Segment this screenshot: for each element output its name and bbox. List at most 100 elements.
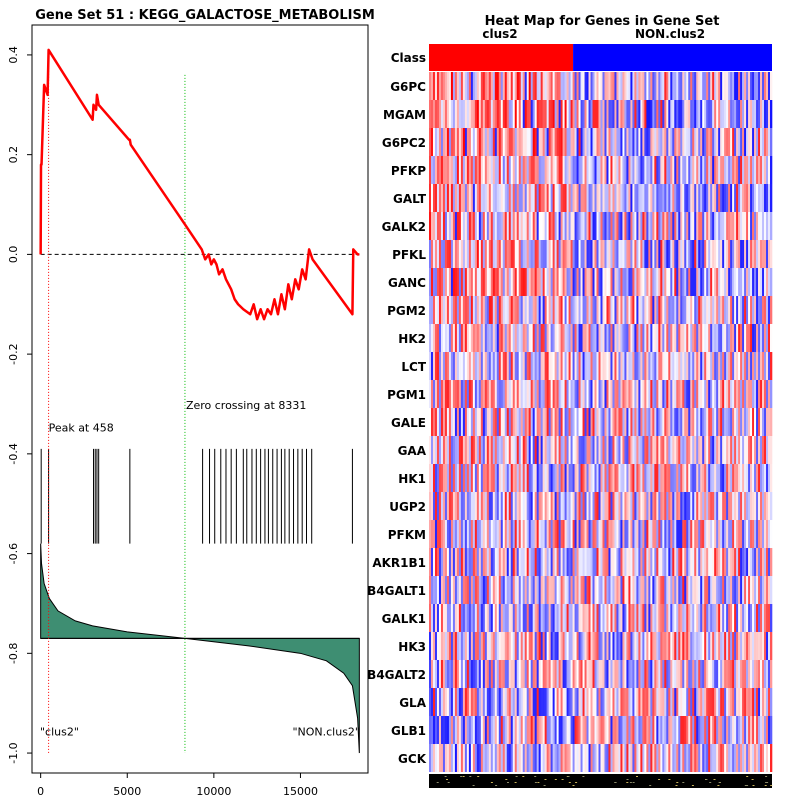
heatmap-cell — [522, 380, 526, 408]
heatmap-cell — [624, 128, 627, 156]
heatmap-cell — [674, 296, 677, 324]
heatmap-cell — [444, 744, 448, 772]
heatmap-cell — [626, 352, 629, 380]
heatmap-cell — [696, 716, 699, 744]
heatmap-cell — [574, 380, 577, 408]
heatmap-cell — [582, 576, 585, 604]
heatmap-row — [429, 744, 773, 772]
heatmap-cell — [684, 352, 687, 380]
heatmap-cell — [758, 72, 761, 100]
heatmap-cell — [544, 576, 547, 604]
heatmap-cell — [502, 632, 506, 660]
heatmap-cell — [566, 240, 569, 268]
heatmap-cell — [452, 296, 456, 324]
heatmap-cell — [752, 184, 755, 212]
heatmap-cell — [504, 324, 508, 352]
heatmap-cell — [442, 604, 446, 632]
heatmap-cell — [528, 660, 531, 688]
heatmap-cell — [662, 464, 665, 492]
heatmap-cell — [508, 128, 512, 156]
heatmap-cell — [434, 492, 438, 520]
heatmap-cell — [666, 156, 669, 184]
heatmap-cell — [552, 436, 555, 464]
heatmap-cell — [632, 492, 635, 520]
heatmap-cell — [468, 604, 472, 632]
heatmap-cell — [704, 716, 707, 744]
heatmap-cell — [684, 296, 687, 324]
heatmap-cell — [732, 240, 735, 268]
heatmap-cell — [680, 604, 683, 632]
heatmap-cell — [742, 744, 745, 772]
heatmap-cell — [532, 688, 535, 716]
heatmap-cell — [580, 688, 583, 716]
heatmap-cell — [748, 128, 751, 156]
heatmap-cell — [676, 436, 679, 464]
heatmap-cell — [702, 72, 705, 100]
heatmap-cell — [526, 156, 530, 184]
heatmap-cell — [744, 100, 747, 128]
heatmap-cell — [650, 296, 653, 324]
heatmap-cell — [440, 184, 444, 212]
heatmap-cell — [466, 156, 470, 184]
heatmap-cell — [472, 408, 476, 436]
heatmap-cell — [444, 296, 448, 324]
heatmap-cell — [720, 380, 723, 408]
heatmap-cell — [714, 744, 717, 772]
heatmap-cell — [632, 604, 635, 632]
heatmap-cell — [674, 492, 677, 520]
footer-tick — [632, 782, 635, 783]
heatmap-cell — [728, 660, 731, 688]
heatmap-cell — [496, 716, 500, 744]
heatmap-cell — [676, 604, 679, 632]
heatmap-cell — [429, 744, 432, 772]
heatmap-cell — [720, 324, 723, 352]
heatmap-cell — [458, 464, 462, 492]
heatmap-cell — [548, 100, 551, 128]
heatmap-cell — [518, 324, 522, 352]
heatmap-cell — [764, 688, 767, 716]
heatmap-cell — [706, 464, 709, 492]
heatmap-cell — [434, 156, 438, 184]
heatmap-cell — [450, 324, 454, 352]
heatmap-cell — [544, 408, 547, 436]
heatmap-cell — [674, 520, 677, 548]
heatmap-cell — [664, 268, 667, 296]
heatmap-cell — [706, 632, 709, 660]
heatmap-cell — [736, 576, 739, 604]
heatmap-cell — [742, 548, 745, 576]
heatmap-cell — [494, 128, 498, 156]
heatmap-cell — [514, 688, 518, 716]
heatmap-cell — [696, 520, 699, 548]
heatmap-cell — [566, 184, 569, 212]
heatmap-cell — [666, 184, 669, 212]
heatmap-cell — [560, 268, 563, 296]
heatmap-cell — [722, 72, 725, 100]
heatmap-cell — [582, 100, 585, 128]
heatmap-cell — [508, 492, 512, 520]
heatmap-cell — [724, 604, 727, 632]
heatmap-cell — [630, 100, 633, 128]
heatmap-cell — [566, 156, 569, 184]
heatmap-cell — [502, 744, 506, 772]
heatmap-cell — [698, 408, 701, 436]
heatmap-cell — [568, 548, 571, 576]
heatmap-cell — [690, 520, 693, 548]
heatmap-cell — [538, 128, 541, 156]
heatmap-cell — [488, 212, 492, 240]
heatmap-cell — [728, 352, 731, 380]
heatmap-cell — [530, 240, 533, 268]
heatmap-cell — [700, 296, 703, 324]
heatmap-cell — [648, 408, 651, 436]
heatmap-cell — [662, 72, 665, 100]
heatmap-cell — [476, 576, 480, 604]
gene-label: G6PC — [390, 80, 426, 94]
heatmap-cell — [634, 156, 637, 184]
heatmap-cell — [480, 660, 484, 688]
heatmap-cell — [660, 716, 663, 744]
heatmap-cell — [698, 660, 701, 688]
heatmap-cell — [660, 184, 663, 212]
heatmap-cell — [474, 128, 478, 156]
heatmap-cell — [766, 268, 769, 296]
heatmap-cell — [634, 128, 637, 156]
heatmap-cell — [510, 324, 514, 352]
